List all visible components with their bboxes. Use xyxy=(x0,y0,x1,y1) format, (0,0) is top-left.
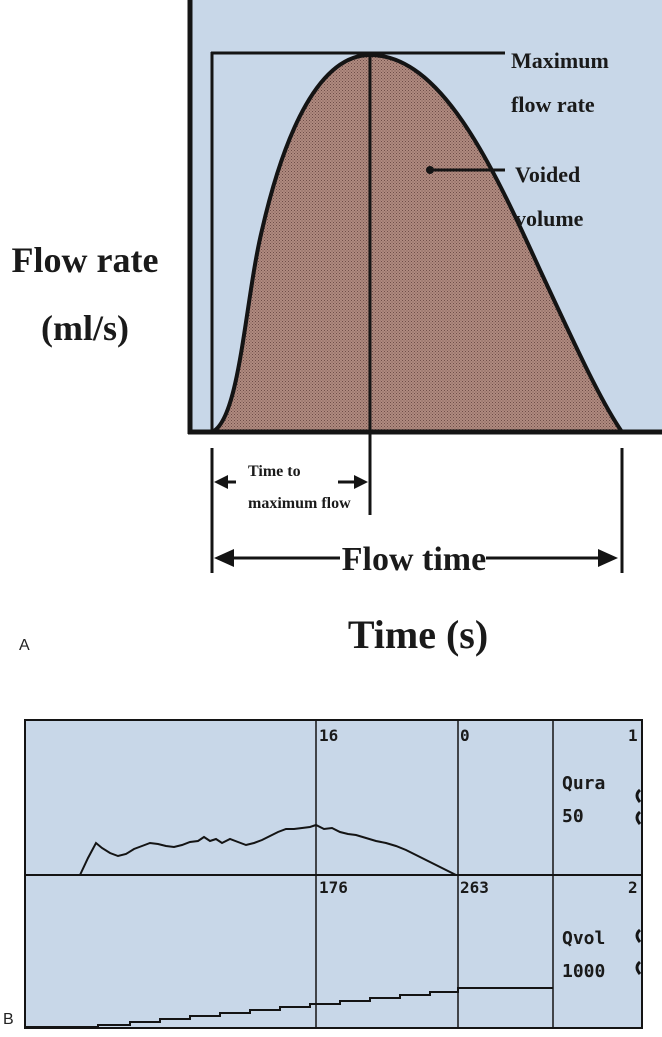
recording-background xyxy=(24,719,643,1029)
annotation-max-line1: Maximum xyxy=(511,48,609,73)
annotation-ttm-line1: Time to xyxy=(248,463,301,480)
tick-mark-top-1 xyxy=(635,788,642,803)
x-axis-label: Time (s) xyxy=(348,612,488,657)
uroflow-diagram: Maximum flow rate Voided volume Flow rat… xyxy=(12,0,662,657)
ttm-arrowhead-left xyxy=(214,475,228,489)
voided-volume-trace xyxy=(25,987,553,1028)
top-channel-num: 1 xyxy=(628,726,638,745)
flow-rate-trace xyxy=(79,823,457,876)
annotation-ttm-line2: maximum flow xyxy=(248,495,351,512)
y-axis-label-line1: Flow rate xyxy=(12,240,159,280)
panel-a-label: A xyxy=(19,637,30,654)
flowtime-arrowhead-right xyxy=(598,549,618,567)
bottom-channel-num: 2 xyxy=(628,878,638,897)
top-marker-left: 16 xyxy=(319,726,338,745)
flowtime-arrowhead-left xyxy=(214,549,234,567)
bottom-channel-scale: 1000 xyxy=(562,961,605,982)
top-channel-scale: 50 xyxy=(562,806,584,827)
bottom-channel-name: Qvol xyxy=(562,928,605,949)
tick-mark-top-2 xyxy=(635,810,642,825)
tick-mark-bottom-2 xyxy=(635,960,642,975)
bottom-marker-left: 176 xyxy=(319,878,348,897)
y-axis-label-line2: (ml/s) xyxy=(41,308,129,348)
panel-b-label: B xyxy=(3,1011,14,1028)
tick-mark-bottom-1 xyxy=(635,928,642,943)
annotation-vol-line1: Voided xyxy=(515,162,580,187)
annotation-max-line2: flow rate xyxy=(511,92,595,117)
voided-volume-area xyxy=(212,55,622,432)
annotation-flowtime: Flow time xyxy=(342,541,486,578)
top-marker-right: 0 xyxy=(460,726,470,745)
voided-volume-pointer-dot xyxy=(426,166,434,174)
bottom-marker-right: 263 xyxy=(460,878,489,897)
top-channel-name: Qura xyxy=(562,773,605,794)
ttm-arrowhead-right xyxy=(354,475,368,489)
annotation-vol-line2: volume xyxy=(515,206,584,231)
